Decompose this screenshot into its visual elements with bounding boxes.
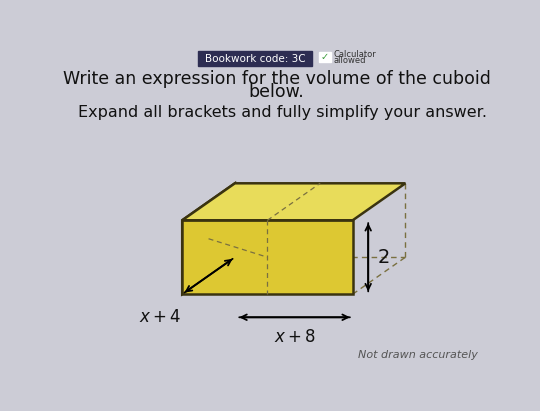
Bar — [198, 51, 313, 66]
Text: Write an expression for the volume of the cuboid: Write an expression for the volume of th… — [63, 69, 491, 88]
Text: Calculator: Calculator — [333, 50, 376, 59]
Text: $x+8$: $x+8$ — [274, 328, 315, 346]
Text: Bookwork code: 3C: Bookwork code: 3C — [205, 53, 305, 64]
Polygon shape — [182, 183, 235, 294]
Text: Expand all brackets and fully simplify your answer.: Expand all brackets and fully simplify y… — [78, 105, 488, 120]
Text: $x+4$: $x+4$ — [139, 308, 181, 326]
Text: allowed: allowed — [333, 55, 366, 65]
Bar — [319, 52, 331, 62]
Text: below.: below. — [249, 83, 305, 102]
Polygon shape — [182, 183, 406, 220]
Text: Not drawn accurately: Not drawn accurately — [359, 351, 478, 360]
Polygon shape — [182, 220, 353, 294]
Text: ✓: ✓ — [321, 52, 329, 62]
Text: 2: 2 — [377, 248, 390, 267]
